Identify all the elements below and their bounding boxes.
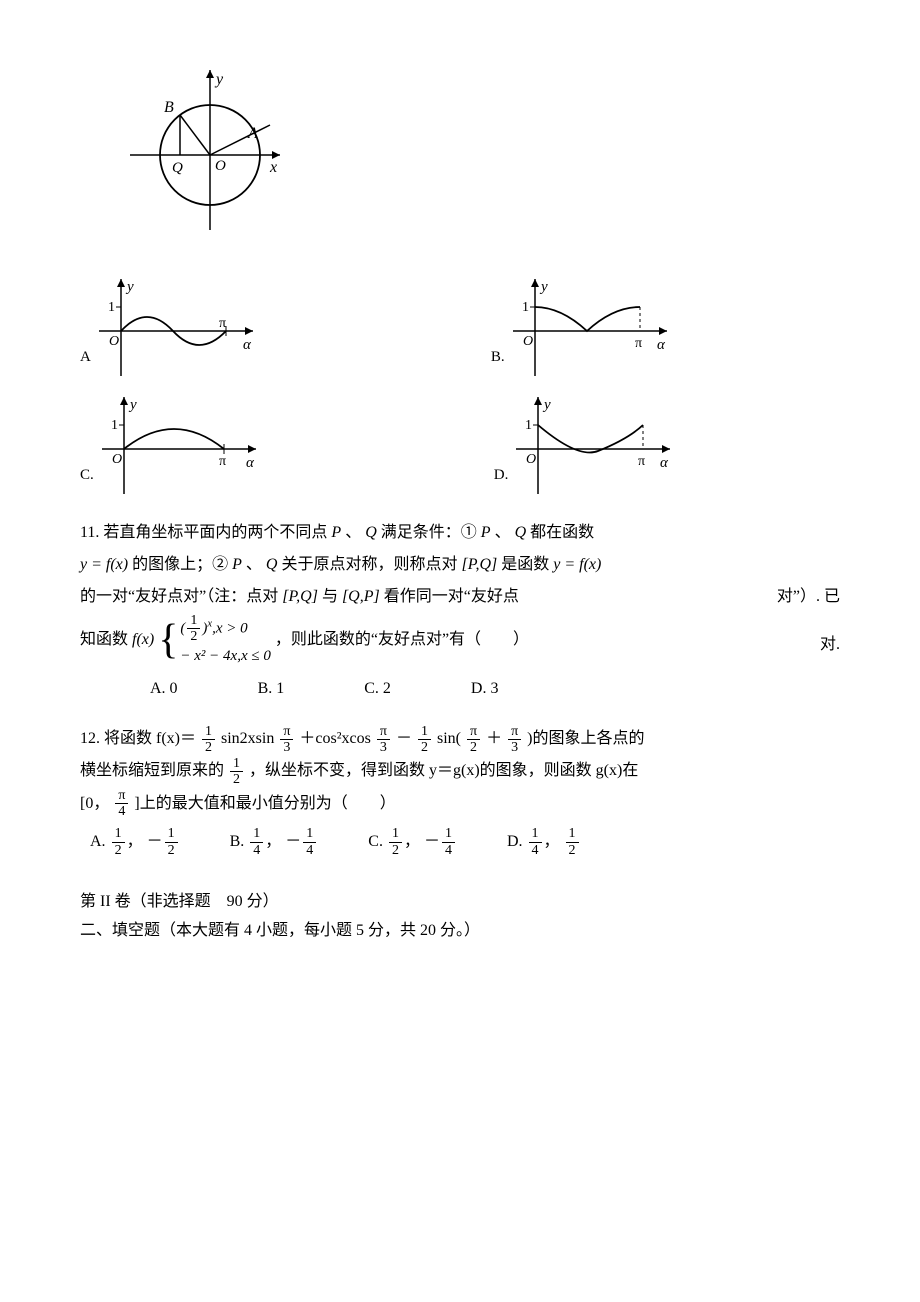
var-P: P (331, 524, 341, 541)
choice-C: C. 12， －14 (368, 826, 457, 858)
bracket-PQ: [P,Q] (282, 588, 318, 605)
q11-l2c: 是函数 (501, 556, 553, 573)
unit-circle-svg: y x O B A Q (120, 60, 290, 240)
svg-text:1: 1 (522, 300, 529, 315)
q12-t3: － (396, 730, 412, 747)
choice-C: C. 2 (364, 673, 391, 705)
svg-text:O: O (526, 452, 536, 467)
bracket-QP: [Q,P] (342, 588, 380, 605)
q11-t2: 都在函数 (530, 524, 594, 541)
question-12: 12. 将函数 f(x)＝ 12 sin2xsin π3 ＋cos²xcos π… (80, 723, 840, 858)
svg-text:α: α (657, 337, 666, 353)
section-title: 第 II 卷（非选择题 90 分） (80, 888, 840, 917)
choice-A: A. 12， －12 (90, 826, 180, 858)
svg-text:π: π (219, 316, 226, 331)
choice-D: D. 14， 12 (507, 826, 581, 858)
q12-prefix: 12. 将函数 f(x)＝ (80, 730, 196, 747)
svg-text:α: α (246, 455, 255, 471)
q12-l2a: 横坐标缩短到原来的 (80, 762, 224, 779)
q11-l4b: ，则此函数的“友好点对”有（ ） (275, 631, 529, 648)
svg-text:y: y (539, 279, 548, 295)
fx: f(x) (132, 631, 154, 648)
q10-options-row1: A y α O 1 π B. y α O 1 π (80, 271, 840, 381)
svg-text:α: α (243, 337, 252, 353)
q12-t2: ＋cos²xcos (299, 730, 370, 747)
q10-options-row2: C. y α O 1 π D. y α O 1 (80, 389, 840, 499)
brace-icon: { (158, 619, 178, 661)
q11-l4a: 知函数 (80, 631, 132, 648)
q11-choices: A. 0 B. 1 C. 2 D. 3 (150, 673, 840, 705)
section-2-header: 第 II 卷（非选择题 90 分） 二、填空题（本大题有 4 小题，每小题 5 … (80, 888, 840, 946)
piecewise-fn: { (12)x,x > 0 − x² − 4x,x ≤ 0 (158, 613, 271, 667)
svg-text:O: O (215, 158, 226, 174)
svg-text:π: π (635, 336, 642, 351)
q10-main-diagram: y x O B A Q (120, 60, 840, 251)
q12-t4: sin( (437, 730, 461, 747)
q11-l3b: 与 (322, 588, 342, 605)
q12-t5: ＋ (486, 730, 502, 747)
svg-text:O: O (109, 334, 119, 349)
svg-text:π: π (638, 454, 645, 469)
svg-text:1: 1 (525, 418, 532, 433)
q11-float2: 对. (820, 629, 840, 661)
choice-A: A. 0 (150, 673, 178, 705)
q12-l2b: ，纵坐标不变，得到函数 y＝g(x)的图象，则函数 g(x)在 (249, 762, 638, 779)
yfx: y = f(x) (553, 556, 601, 573)
q11-l3c: 看作同一对“友好点 (384, 588, 519, 605)
sep: 、 (345, 524, 365, 541)
choice-B: B. 1 (258, 673, 285, 705)
q10-option-B: B. y α O 1 π (491, 271, 675, 381)
q12-choices: A. 12， －12 B. 14， －14 C. 12， －14 D. 14， … (90, 826, 840, 858)
graph-A: y α O 1 π (91, 271, 261, 381)
option-label: D. (494, 462, 509, 499)
sep: 、 (495, 524, 515, 541)
svg-text:O: O (523, 334, 533, 349)
sep: 、 (246, 556, 266, 573)
q11-l2b: 关于原点对称，则称点对 (281, 556, 461, 573)
svg-text:O: O (112, 452, 122, 467)
yfx: y = f(x) (80, 556, 128, 573)
question-11: 11. 若直角坐标平面内的两个不同点 P 、 Q 满足条件：① P 、 Q 都在… (80, 517, 840, 705)
graph-C: y α O 1 π (94, 389, 264, 499)
q10-option-D: D. y α O 1 π (494, 389, 679, 499)
q11-float1: 对”）. 已 (777, 581, 840, 613)
svg-text:y: y (214, 71, 224, 88)
option-label: A (80, 344, 91, 381)
graph-D: y α O 1 π (508, 389, 678, 499)
svg-text:1: 1 (111, 418, 118, 433)
q12-t1: sin2xsin (221, 730, 274, 747)
var-Q: Q (365, 524, 377, 541)
var-Q: Q (515, 524, 527, 541)
svg-text:y: y (128, 397, 137, 413)
section-subtitle: 二、填空题（本大题有 4 小题，每小题 5 分，共 20 分。） (80, 917, 840, 946)
q12-l3a: [0， (80, 795, 113, 812)
bracket-PQ: [P,Q] (462, 556, 498, 573)
q11-text: 11. 若直角坐标平面内的两个不同点 (80, 524, 331, 541)
q10-option-C: C. y α O 1 π (80, 389, 264, 499)
choice-B: B. 14， －14 (230, 826, 319, 858)
q11-t1: 满足条件：① (381, 524, 481, 541)
option-label: C. (80, 462, 94, 499)
q10-option-A: A y α O 1 π (80, 271, 261, 381)
graph-B: y α O 1 π (505, 271, 675, 381)
svg-text:y: y (125, 279, 134, 295)
choice-D: D. 3 (471, 673, 499, 705)
svg-text:A: A (247, 125, 258, 142)
q11-l3a: 的一对“友好点对”（注：点对 (80, 588, 282, 605)
svg-text:1: 1 (108, 300, 115, 315)
var-P: P (232, 556, 242, 573)
option-label: B. (491, 344, 505, 381)
svg-text:B: B (164, 99, 174, 116)
svg-text:x: x (269, 159, 277, 176)
svg-text:α: α (660, 455, 669, 471)
svg-text:π: π (219, 454, 226, 469)
svg-text:Q: Q (172, 160, 183, 176)
svg-text:y: y (542, 397, 551, 413)
var-Q: Q (266, 556, 278, 573)
var-P: P (481, 524, 491, 541)
q11-l2a: 的图像上；② (132, 556, 232, 573)
q12-t6: )的图象上各点的 (527, 730, 644, 747)
q12-l3b: ]上的最大值和最小值分别为（ ） (134, 795, 395, 812)
